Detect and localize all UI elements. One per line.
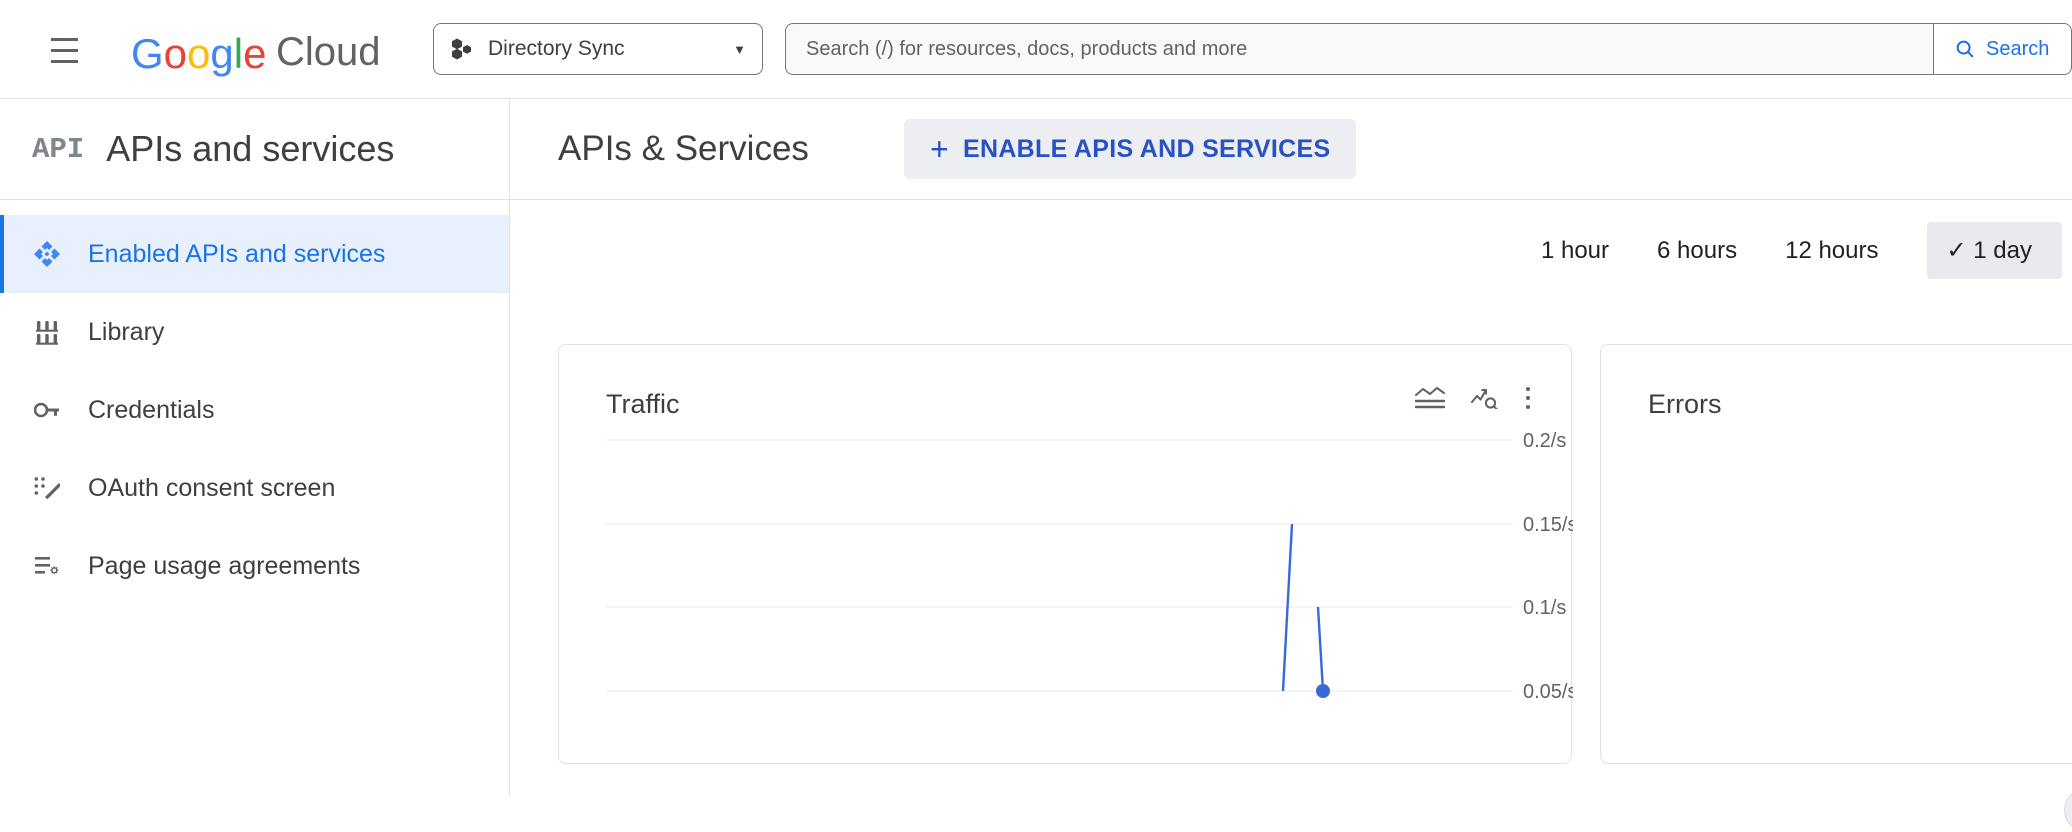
svg-text:0.15/s: 0.15/s: [1523, 514, 1573, 536]
svg-text:0.05/s: 0.05/s: [1523, 681, 1573, 703]
svg-text:0.1/s: 0.1/s: [1523, 597, 1566, 619]
svg-text:0.2/s: 0.2/s: [1523, 430, 1566, 452]
